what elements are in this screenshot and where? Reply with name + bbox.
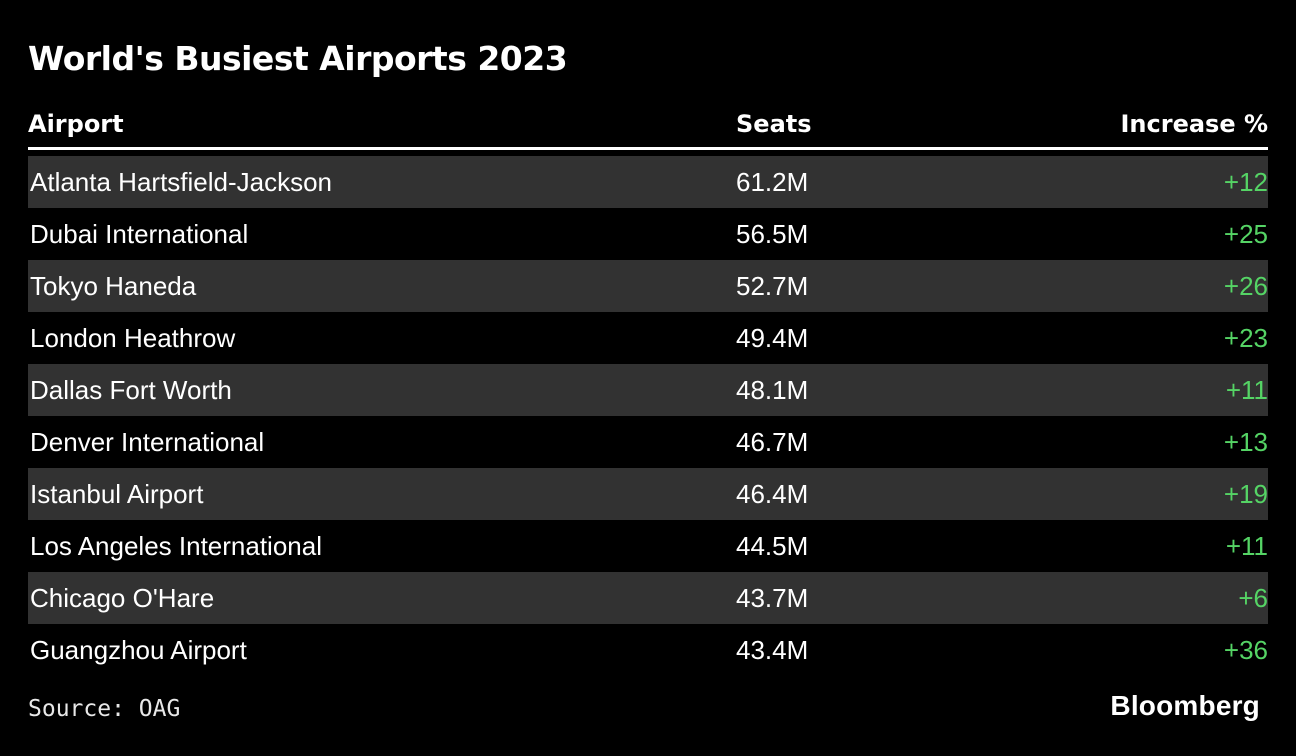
- increase-cell: +13: [1223, 426, 1268, 457]
- seats-cell: 46.7M: [736, 426, 809, 457]
- airport-cell: Istanbul Airport: [30, 478, 204, 509]
- table-row: Chicago O'Hare 43.7M +6: [28, 572, 1268, 624]
- increase-cell: +25: [1223, 218, 1268, 249]
- table-row: Los Angeles International 44.5M +11: [28, 520, 1268, 572]
- increase-cell: +11: [1225, 374, 1268, 405]
- column-header-increase: Increase %: [1120, 110, 1268, 138]
- airport-cell: Chicago O'Hare: [30, 582, 215, 613]
- airport-cell: Tokyo Haneda: [30, 270, 197, 301]
- seats-cell: 43.7M: [736, 582, 809, 613]
- table-row: Dubai International 56.5M +25: [28, 208, 1268, 260]
- seats-cell: 43.4M: [736, 634, 809, 665]
- source-label: Source: OAG: [28, 696, 181, 722]
- header-underline: [28, 147, 1268, 150]
- increase-cell: +11: [1225, 530, 1268, 561]
- increase-cell: +26: [1223, 270, 1268, 301]
- seats-cell: 44.5M: [736, 530, 809, 561]
- airport-cell: Los Angeles International: [30, 530, 322, 561]
- table-row: Guangzhou Airport 43.4M +36: [28, 624, 1268, 676]
- airport-cell: Atlanta Hartsfield-Jackson: [30, 166, 333, 197]
- increase-cell: +36: [1223, 634, 1268, 665]
- airport-cell: Denver International: [30, 426, 265, 457]
- increase-cell: +23: [1223, 322, 1268, 353]
- bloomberg-logo: Bloomberg: [1110, 690, 1260, 721]
- chart-title: World's Busiest Airports 2023: [28, 39, 568, 78]
- seats-cell: 48.1M: [736, 374, 809, 405]
- seats-cell: 46.4M: [736, 478, 809, 509]
- seats-cell: 49.4M: [736, 322, 809, 353]
- airport-cell: London Heathrow: [30, 322, 236, 353]
- seats-cell: 52.7M: [736, 270, 809, 301]
- seats-cell: 56.5M: [736, 218, 809, 249]
- airport-cell: Guangzhou Airport: [30, 634, 247, 665]
- airport-cell: Dubai International: [30, 218, 249, 249]
- table-row: Istanbul Airport 46.4M +19: [28, 468, 1268, 520]
- increase-cell: +12: [1223, 166, 1268, 197]
- table-row: Atlanta Hartsfield-Jackson 61.2M +12: [28, 156, 1268, 208]
- table-header-row: Airport Seats Increase %: [28, 110, 1268, 138]
- column-header-seats: Seats: [736, 110, 812, 138]
- table-row: Denver International 46.7M +13: [28, 416, 1268, 468]
- table-body: Atlanta Hartsfield-Jackson 61.2M +12 Dub…: [28, 156, 1268, 676]
- increase-cell: +19: [1223, 478, 1268, 509]
- airport-cell: Dallas Fort Worth: [30, 374, 232, 405]
- airports-table: Airport Seats Increase % Atlanta Hartsfi…: [28, 110, 1268, 676]
- column-header-airport: Airport: [28, 110, 124, 138]
- increase-cell: +6: [1238, 582, 1268, 613]
- chart-footer: Source: OAG Bloomberg: [28, 690, 1268, 722]
- table-row: Dallas Fort Worth 48.1M +11: [28, 364, 1268, 416]
- table-row: London Heathrow 49.4M +23: [28, 312, 1268, 364]
- table-row: Tokyo Haneda 52.7M +26: [28, 260, 1268, 312]
- seats-cell: 61.2M: [736, 166, 809, 197]
